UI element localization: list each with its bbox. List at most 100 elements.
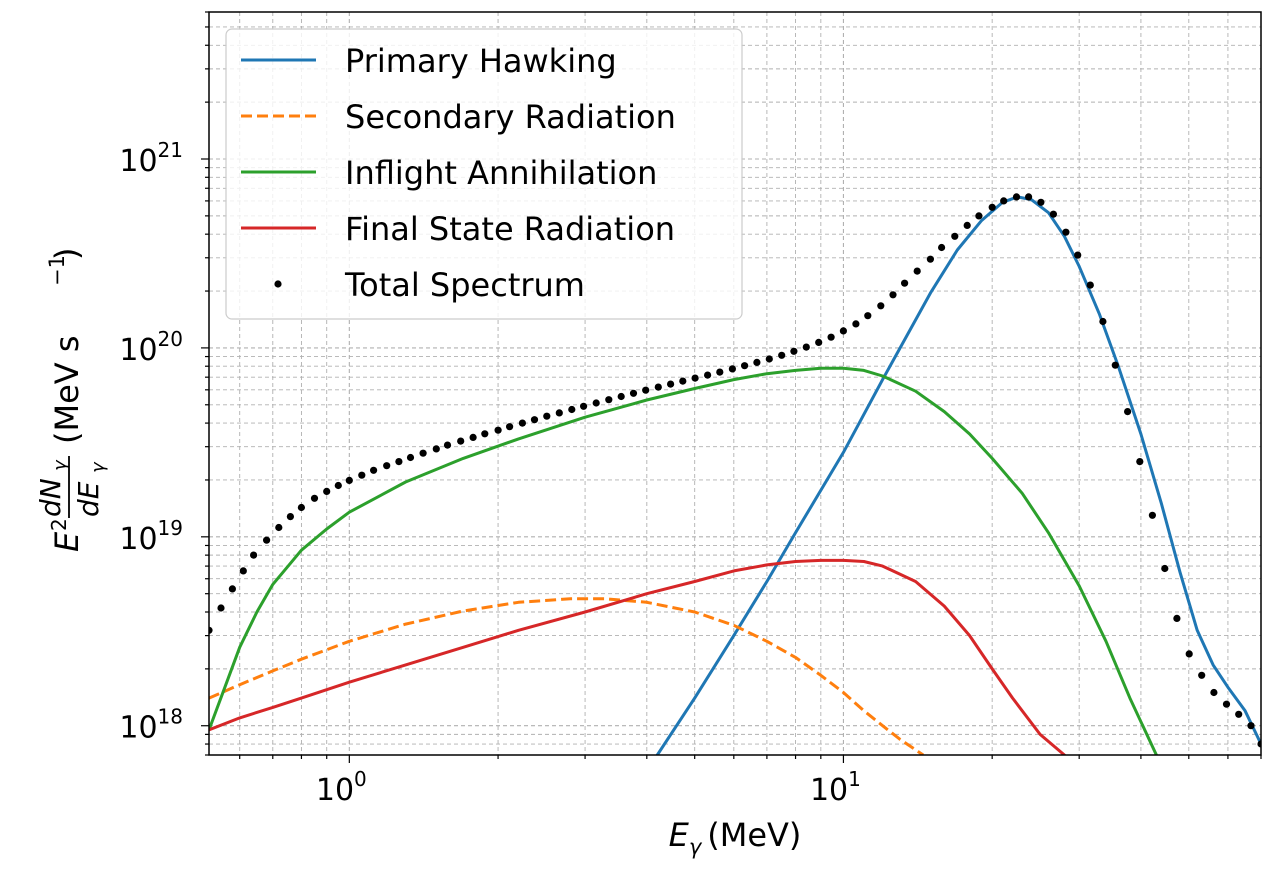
total-spectrum-point — [1025, 193, 1033, 201]
x-tick-base: 10 — [316, 773, 354, 808]
x-tick-exponent: 1 — [848, 767, 861, 791]
total-spectrum-point — [1185, 650, 1193, 658]
total-spectrum-point — [370, 466, 378, 474]
legend: Primary Hawking Secondary Radiation Inflig… — [225, 28, 743, 320]
legend-item-final-state-radiation: Final State Radiation — [241, 210, 675, 248]
total-spectrum-point — [543, 412, 551, 420]
total-spectrum-point — [1086, 281, 1094, 289]
legend-label: Inflight Annihilation — [345, 154, 657, 192]
total-spectrum-point — [1222, 700, 1231, 708]
total-spectrum-point — [395, 458, 403, 466]
total-spectrum-point — [457, 437, 465, 445]
total-spectrum-point — [667, 380, 675, 388]
y-tick-exponent: 20 — [158, 327, 183, 351]
x-tick-exponent: 0 — [354, 767, 367, 791]
total-spectrum-point — [1049, 210, 1057, 218]
total-spectrum-point — [406, 453, 415, 462]
y-label-denominator: dE — [72, 481, 105, 517]
total-spectrum-point — [617, 392, 625, 401]
total-spectrum-point — [1111, 361, 1119, 369]
total-spectrum-point — [1124, 408, 1132, 416]
total-spectrum-point — [1037, 198, 1045, 206]
total-spectrum-point — [443, 441, 452, 449]
x-tick-label: 101 — [810, 767, 861, 808]
y-tick-base: 10 — [119, 522, 157, 557]
y-tick-exponent: 21 — [158, 138, 183, 162]
legend-marker — [274, 280, 282, 288]
total-spectrum-point — [704, 371, 712, 379]
y-tick-base: 10 — [119, 144, 157, 179]
x-label-symbol: E — [669, 816, 690, 854]
total-spectrum-point — [926, 255, 935, 263]
total-spectrum-point — [1074, 251, 1082, 259]
total-spectrum-point — [938, 243, 946, 252]
legend-label: Final State Radiation — [345, 210, 675, 248]
total-spectrum-point — [263, 536, 271, 544]
total-spectrum-point — [802, 343, 810, 351]
x-label-unit: (MeV) — [707, 816, 801, 854]
x-tick-label: 100 — [316, 767, 367, 808]
y-label-prefix-sup: 2 — [47, 518, 71, 531]
total-spectrum-point — [728, 365, 737, 373]
total-spectrum-point — [815, 338, 823, 346]
axis-ticks — [201, 11, 1262, 763]
y-label-unit-open: (MeV s — [48, 335, 86, 444]
legend-label: Primary Hawking — [345, 42, 617, 80]
total-spectrum-point — [1161, 564, 1169, 573]
inflight-annihilation-line — [209, 366, 1158, 755]
legend-label: Secondary Radiation — [345, 98, 676, 136]
total-spectrum-point — [383, 462, 391, 470]
total-spectrum-point — [642, 386, 650, 394]
total-spectrum-point — [432, 445, 440, 453]
total-spectrum-point — [679, 377, 687, 385]
total-spectrum-point — [852, 320, 860, 328]
secondary-radiation-line — [209, 597, 925, 755]
total-spectrum-point — [286, 513, 294, 521]
y-tick-exponent: 19 — [158, 516, 183, 540]
total-spectrum-point — [1257, 740, 1261, 748]
total-spectrum-point — [654, 383, 662, 391]
total-spectrum-point — [741, 362, 749, 370]
total-spectrum-point — [239, 567, 247, 575]
y-label-numerator-sub: γ — [50, 459, 71, 471]
total-spectrum-point — [951, 232, 959, 240]
total-spectrum-point — [555, 409, 563, 417]
total-spectrum-point — [481, 430, 489, 438]
total-spectrum-point — [1247, 722, 1255, 730]
y-label-unit-sup: −1 — [45, 255, 69, 286]
total-spectrum-point — [297, 503, 305, 512]
total-spectrum-point — [358, 471, 366, 479]
total-spectrum-point — [228, 585, 236, 593]
total-spectrum-point — [1136, 458, 1144, 466]
total-spectrum-point — [839, 327, 848, 335]
x-label-subscript: γ — [689, 835, 703, 859]
total-spectrum-point — [580, 402, 588, 410]
x-tick-labels: 100 101 — [316, 767, 861, 808]
total-spectrum-point — [310, 494, 319, 502]
y-tick-label: 1018 — [119, 705, 183, 746]
total-spectrum-point — [1210, 688, 1218, 697]
total-spectrum-point — [1000, 197, 1008, 205]
y-label-numerator: dN — [34, 478, 67, 517]
total-spectrum-point — [209, 626, 213, 634]
total-spectrum-point — [506, 423, 514, 431]
legend-item-secondary-radiation: Secondary Radiation — [241, 98, 676, 136]
total-spectrum-point — [1235, 710, 1243, 718]
total-spectrum-point — [469, 433, 477, 441]
total-spectrum-point — [975, 212, 983, 220]
total-spectrum-point — [419, 449, 427, 457]
total-spectrum-point — [877, 302, 885, 310]
total-spectrum-point — [275, 523, 283, 532]
y-tick-exponent: 18 — [158, 705, 183, 729]
total-spectrum-point — [765, 355, 773, 363]
total-spectrum-point — [568, 405, 576, 414]
total-spectrum-point — [988, 203, 996, 211]
total-spectrum-point — [778, 351, 786, 359]
primary-hawking-line — [655, 195, 1261, 755]
y-label-prefix: E — [48, 531, 86, 552]
total-spectrum-point — [323, 487, 331, 495]
total-spectrum-point — [889, 291, 897, 299]
total-spectrum-points — [209, 193, 1261, 748]
